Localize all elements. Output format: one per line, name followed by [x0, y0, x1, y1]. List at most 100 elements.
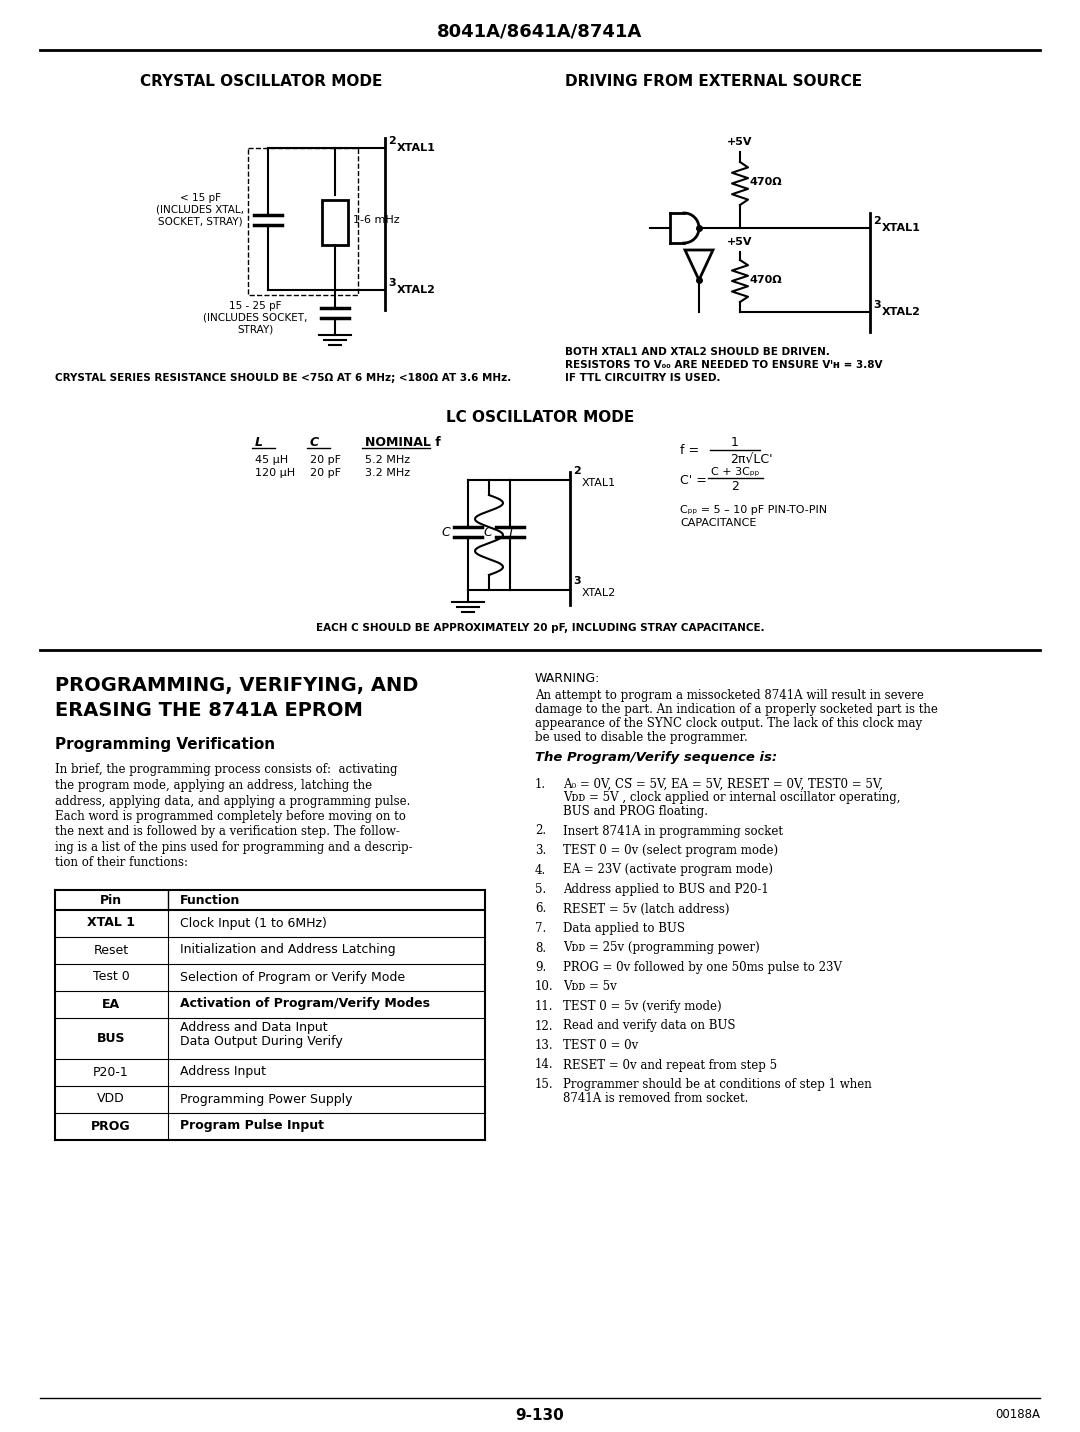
Text: 5.: 5.	[535, 884, 546, 896]
Text: A₀ = 0V, CS̅ = 5V, EA = 5V, RESET̅ = 0V, TEST0 = 5V,: A₀ = 0V, CS̅ = 5V, EA = 5V, RESET̅ = 0V,…	[563, 778, 883, 790]
Text: 2: 2	[573, 465, 581, 475]
Text: CAPACITANCE: CAPACITANCE	[680, 518, 756, 528]
Text: 15 - 25 pF
(INCLUDES SOCKET,
STRAY): 15 - 25 pF (INCLUDES SOCKET, STRAY)	[203, 301, 307, 335]
Text: 3: 3	[388, 278, 395, 288]
Text: 2: 2	[731, 480, 739, 493]
Text: WARNING:: WARNING:	[535, 672, 600, 684]
Text: EA = 23V (activate program mode): EA = 23V (activate program mode)	[563, 863, 773, 876]
Text: P20-1: P20-1	[93, 1065, 129, 1078]
Text: appearance of the SYNC clock output. The lack of this clock may: appearance of the SYNC clock output. The…	[535, 716, 922, 729]
Text: +5V: +5V	[727, 137, 753, 147]
Text: Reset: Reset	[94, 944, 129, 957]
Text: VDD: VDD	[97, 1093, 125, 1106]
Text: BOTH XTAL1 AND XTAL2 SHOULD BE DRIVEN.: BOTH XTAL1 AND XTAL2 SHOULD BE DRIVEN.	[565, 347, 829, 357]
FancyBboxPatch shape	[670, 213, 698, 243]
Text: IF TTL CIRCUITRY IS USED.: IF TTL CIRCUITRY IS USED.	[565, 372, 720, 382]
Text: Programming Power Supply: Programming Power Supply	[180, 1093, 352, 1106]
Text: 13.: 13.	[535, 1040, 554, 1053]
Text: In brief, the programming process consists of:  activating: In brief, the programming process consis…	[55, 763, 397, 776]
Text: Read and verify data on BUS: Read and verify data on BUS	[563, 1020, 735, 1032]
Text: XTAL2: XTAL2	[397, 285, 436, 295]
Text: EA: EA	[102, 998, 120, 1011]
Text: 2: 2	[388, 136, 395, 146]
Text: RESISTORS TO V₀₀ ARE NEEDED TO ENSURE Vᴵʜ = 3.8V: RESISTORS TO V₀₀ ARE NEEDED TO ENSURE Vᴵ…	[565, 359, 882, 369]
Text: < 15 pF
(INCLUDES XTAL,
SOCKET, STRAY): < 15 pF (INCLUDES XTAL, SOCKET, STRAY)	[156, 193, 244, 226]
Text: L: L	[509, 528, 516, 541]
Text: TEST 0 = 0v: TEST 0 = 0v	[563, 1040, 638, 1053]
Text: 3: 3	[573, 576, 581, 586]
Text: +5V: +5V	[727, 238, 753, 246]
Text: 00188A: 00188A	[995, 1409, 1040, 1422]
Text: LC OSCILLATOR MODE: LC OSCILLATOR MODE	[446, 411, 634, 425]
Text: 6.: 6.	[535, 902, 546, 915]
Text: Vᴅᴅ = 5V , clock applied or internal oscillator operating,: Vᴅᴅ = 5V , clock applied or internal osc…	[563, 792, 901, 805]
Text: NOMINAL f: NOMINAL f	[365, 437, 441, 450]
Text: Vᴅᴅ = 25v (programming power): Vᴅᴅ = 25v (programming power)	[563, 941, 759, 955]
Polygon shape	[322, 200, 348, 245]
Text: 2.: 2.	[535, 825, 546, 838]
Text: The Program/Verify sequence is:: The Program/Verify sequence is:	[535, 752, 778, 765]
Text: damage to the part. An indication of a properly socketed part is the: damage to the part. An indication of a p…	[535, 703, 937, 716]
Text: Address and Data Input: Address and Data Input	[180, 1021, 327, 1034]
Text: 8741A is removed from socket.: 8741A is removed from socket.	[563, 1091, 748, 1104]
Text: 2: 2	[873, 216, 881, 226]
Text: C: C	[310, 437, 319, 450]
Text: 1-6 mHz: 1-6 mHz	[353, 215, 400, 225]
Text: Address Input: Address Input	[180, 1065, 266, 1078]
Text: 45 μH: 45 μH	[255, 455, 288, 465]
Text: Address applied to BUS and P20-1: Address applied to BUS and P20-1	[563, 884, 769, 896]
Text: CRYSTAL OSCILLATOR MODE: CRYSTAL OSCILLATOR MODE	[140, 74, 382, 89]
Text: 470Ω: 470Ω	[750, 178, 783, 188]
Text: 10.: 10.	[535, 981, 554, 994]
Text: 8.: 8.	[535, 941, 546, 955]
Text: C: C	[442, 526, 450, 538]
Text: L: L	[255, 437, 264, 450]
Text: PROG = 0v followed by one 50ms pulse to 23V: PROG = 0v followed by one 50ms pulse to …	[563, 961, 842, 974]
Text: Insert 8741A in programming socket: Insert 8741A in programming socket	[563, 825, 783, 838]
Text: 3.: 3.	[535, 843, 546, 856]
Text: CRYSTAL SERIES RESISTANCE SHOULD BE <75Ω AT 6 MHz; <180Ω AT 3.6 MHz.: CRYSTAL SERIES RESISTANCE SHOULD BE <75Ω…	[55, 372, 511, 382]
Text: BUS: BUS	[97, 1031, 125, 1044]
Text: 2π√LC': 2π√LC'	[730, 453, 772, 465]
Text: PROG: PROG	[91, 1120, 131, 1133]
Text: XTAL1: XTAL1	[882, 223, 921, 233]
Text: the next and is followed by a verification step. The follow-: the next and is followed by a verificati…	[55, 825, 400, 839]
Text: 7.: 7.	[535, 922, 546, 935]
Text: 8041A/8641A/8741A: 8041A/8641A/8741A	[437, 23, 643, 42]
Text: 1: 1	[731, 437, 739, 450]
Text: Program Pulse Input: Program Pulse Input	[180, 1120, 324, 1133]
Text: 14.: 14.	[535, 1058, 554, 1071]
Text: 120 μH: 120 μH	[255, 468, 295, 478]
Text: ing is a list of the pins used for programming and a descrip-: ing is a list of the pins used for progr…	[55, 841, 413, 853]
Text: Selection of Program or Verify Mode: Selection of Program or Verify Mode	[180, 971, 405, 984]
Text: Data applied to BUS: Data applied to BUS	[563, 922, 685, 935]
Text: RESET̅ = 0v and repeat from step 5: RESET̅ = 0v and repeat from step 5	[563, 1058, 778, 1071]
Text: Initialization and Address Latching: Initialization and Address Latching	[180, 944, 395, 957]
Text: tion of their functions:: tion of their functions:	[55, 856, 188, 869]
Text: C: C	[483, 526, 492, 538]
Polygon shape	[685, 251, 713, 281]
Text: Test 0: Test 0	[93, 971, 130, 984]
Text: 15.: 15.	[535, 1078, 554, 1091]
Text: f =: f =	[680, 444, 699, 457]
Text: Programmer should be at conditions of step 1 when: Programmer should be at conditions of st…	[563, 1078, 872, 1091]
Text: Data Output During Verify: Data Output During Verify	[180, 1034, 342, 1047]
Text: ERASING THE 8741A EPROM: ERASING THE 8741A EPROM	[55, 700, 363, 719]
Text: RESET̅ = 5v (latch address): RESET̅ = 5v (latch address)	[563, 902, 729, 915]
Text: 3: 3	[873, 299, 880, 309]
Text: Cₚₚ = 5 – 10 pF PIN-TO-PIN: Cₚₚ = 5 – 10 pF PIN-TO-PIN	[680, 505, 827, 516]
Text: 9-130: 9-130	[515, 1408, 565, 1422]
Text: 470Ω: 470Ω	[750, 275, 783, 285]
Text: Pin: Pin	[100, 894, 122, 906]
Text: 20 pF: 20 pF	[310, 455, 341, 465]
Text: BUS and PROG floating.: BUS and PROG floating.	[563, 805, 708, 818]
Text: TEST 0 = 5v (verify mode): TEST 0 = 5v (verify mode)	[563, 1000, 721, 1012]
Text: XTAL2: XTAL2	[882, 306, 921, 316]
Text: Each word is programmed completely before moving on to: Each word is programmed completely befor…	[55, 811, 406, 823]
Text: DRIVING FROM EXTERNAL SOURCE: DRIVING FROM EXTERNAL SOURCE	[565, 74, 862, 89]
Text: XTAL2: XTAL2	[582, 589, 617, 599]
Text: XTAL1: XTAL1	[582, 478, 616, 488]
Text: XTAL1: XTAL1	[397, 143, 436, 153]
Text: 9.: 9.	[535, 961, 546, 974]
Text: 20 pF: 20 pF	[310, 468, 341, 478]
